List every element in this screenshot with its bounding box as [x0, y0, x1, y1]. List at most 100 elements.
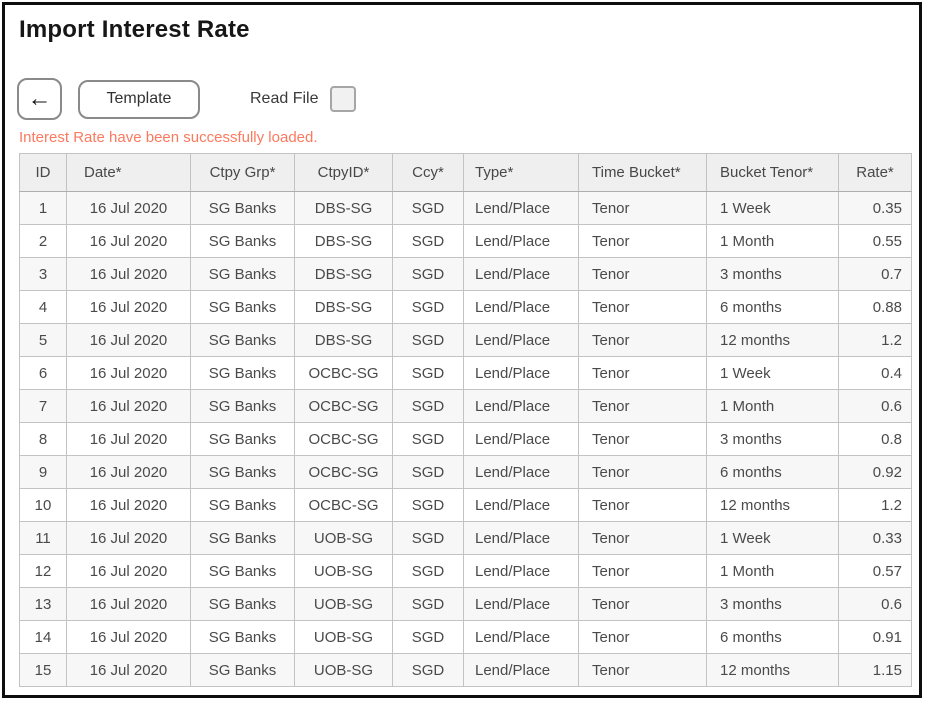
- table-cell: 16 Jul 2020: [66, 257, 191, 291]
- table-cell: Lend/Place: [463, 389, 579, 423]
- table-row: 6 16 Jul 2020 SG Banks OCBC-SG SGD Lend/Place…: [19, 356, 912, 390]
- table-cell: Tenor: [578, 290, 707, 324]
- table-cell: Tenor: [578, 257, 707, 291]
- table-cell: UOB-SG: [294, 554, 393, 588]
- table-cell: SGD: [392, 587, 464, 621]
- column-header: ID: [19, 153, 67, 192]
- table-cell: 16 Jul 2020: [66, 521, 191, 555]
- table-cell: Lend/Place: [463, 422, 579, 456]
- table-cell: SG Banks: [190, 554, 295, 588]
- table-cell: 4: [19, 290, 67, 324]
- table-row: 14 16 Jul 2020 SG Banks UOB-SG SGD Lend/Place…: [19, 620, 912, 654]
- table-cell: UOB-SG: [294, 587, 393, 621]
- table-cell: 0.35: [838, 191, 912, 225]
- table-cell: 0.88: [838, 290, 912, 324]
- table-cell: SG Banks: [190, 653, 295, 687]
- table-row: 10 16 Jul 2020 SG Banks OCBC-SG SGD Lend/Plac…: [19, 488, 912, 522]
- table-cell: 16 Jul 2020: [66, 323, 191, 357]
- table-body: 1 16 Jul 2020 SG Banks DBS-SG SGD Lend/Place T…: [19, 191, 912, 687]
- read-file-checkbox[interactable]: [330, 86, 357, 112]
- table-cell: 9: [19, 455, 67, 489]
- table-cell: 1 Week: [706, 521, 839, 555]
- table-cell: SG Banks: [190, 191, 295, 225]
- column-header: Time Bucket*: [578, 153, 707, 192]
- table-row: 7 16 Jul 2020 SG Banks OCBC-SG SGD Lend/Place…: [19, 389, 912, 423]
- table-cell: Tenor: [578, 455, 707, 489]
- column-header: Rate*: [838, 153, 912, 192]
- read-file-label: Read File: [250, 90, 319, 107]
- back-button[interactable]: ←: [17, 78, 62, 120]
- page-title: Import Interest Rate: [19, 16, 250, 43]
- table-cell: 16 Jul 2020: [66, 488, 191, 522]
- table-cell: Tenor: [578, 356, 707, 390]
- table-cell: SGD: [392, 653, 464, 687]
- table-cell: SGD: [392, 290, 464, 324]
- table-cell: 16 Jul 2020: [66, 554, 191, 588]
- table-cell: 8: [19, 422, 67, 456]
- table-cell: SG Banks: [190, 389, 295, 423]
- table-cell: 5: [19, 323, 67, 357]
- table-cell: SGD: [392, 323, 464, 357]
- template-button[interactable]: Template: [78, 79, 200, 119]
- table-cell: DBS-SG: [294, 257, 393, 291]
- table-cell: 7: [19, 389, 67, 423]
- table-cell: Tenor: [578, 653, 707, 687]
- table-cell: 12: [19, 554, 67, 588]
- table-cell: DBS-SG: [294, 224, 393, 258]
- table-cell: 0.92: [838, 455, 912, 489]
- table-cell: 10: [19, 488, 67, 522]
- table-cell: 3: [19, 257, 67, 291]
- table-cell: SGD: [392, 356, 464, 390]
- table-header-row: ID Date* Ctpy Grp* CtpyID* Ccy* Type* Time Buc…: [19, 153, 912, 192]
- table-cell: 6 months: [706, 620, 839, 654]
- table-cell: SG Banks: [190, 422, 295, 456]
- table-cell: Tenor: [578, 389, 707, 423]
- column-header: Bucket Tenor*: [706, 153, 839, 192]
- table-cell: OCBC-SG: [294, 356, 393, 390]
- table-cell: Lend/Place: [463, 356, 579, 390]
- table-cell: 12 months: [706, 653, 839, 687]
- table-cell: 0.55: [838, 224, 912, 258]
- table-cell: 0.6: [838, 389, 912, 423]
- table-cell: 6: [19, 356, 67, 390]
- table-cell: Lend/Place: [463, 224, 579, 258]
- table-row: 5 16 Jul 2020 SG Banks DBS-SG SGD Lend/Place T…: [19, 323, 912, 357]
- table-cell: Lend/Place: [463, 323, 579, 357]
- table-cell: Tenor: [578, 587, 707, 621]
- table-row: 11 16 Jul 2020 SG Banks UOB-SG SGD Lend/Place…: [19, 521, 912, 555]
- table-cell: 2: [19, 224, 67, 258]
- column-header: CtpyID*: [294, 153, 393, 192]
- table-cell: Tenor: [578, 422, 707, 456]
- table-cell: 12 months: [706, 323, 839, 357]
- table-cell: 1 Month: [706, 389, 839, 423]
- table-cell: Lend/Place: [463, 587, 579, 621]
- table-cell: Lend/Place: [463, 191, 579, 225]
- table-cell: Tenor: [578, 554, 707, 588]
- table-cell: 0.7: [838, 257, 912, 291]
- table-cell: Lend/Place: [463, 290, 579, 324]
- table-cell: Tenor: [578, 224, 707, 258]
- table-cell: SG Banks: [190, 290, 295, 324]
- table-cell: Tenor: [578, 488, 707, 522]
- table-cell: Tenor: [578, 323, 707, 357]
- table-cell: 3 months: [706, 257, 839, 291]
- table-cell: Lend/Place: [463, 521, 579, 555]
- table-cell: 1 Week: [706, 191, 839, 225]
- table-cell: 16 Jul 2020: [66, 224, 191, 258]
- table-cell: 16 Jul 2020: [66, 422, 191, 456]
- table-cell: SG Banks: [190, 356, 295, 390]
- table-cell: SG Banks: [190, 323, 295, 357]
- table-cell: 14: [19, 620, 67, 654]
- table-cell: 1.2: [838, 488, 912, 522]
- table-cell: SG Banks: [190, 257, 295, 291]
- table-cell: SGD: [392, 620, 464, 654]
- table-cell: 16 Jul 2020: [66, 356, 191, 390]
- table-cell: 1: [19, 191, 67, 225]
- table-cell: 11: [19, 521, 67, 555]
- table-cell: SG Banks: [190, 521, 295, 555]
- table-cell: Lend/Place: [463, 455, 579, 489]
- toolbar: ← Template Read File: [17, 78, 919, 120]
- table-cell: SG Banks: [190, 224, 295, 258]
- table-cell: SGD: [392, 191, 464, 225]
